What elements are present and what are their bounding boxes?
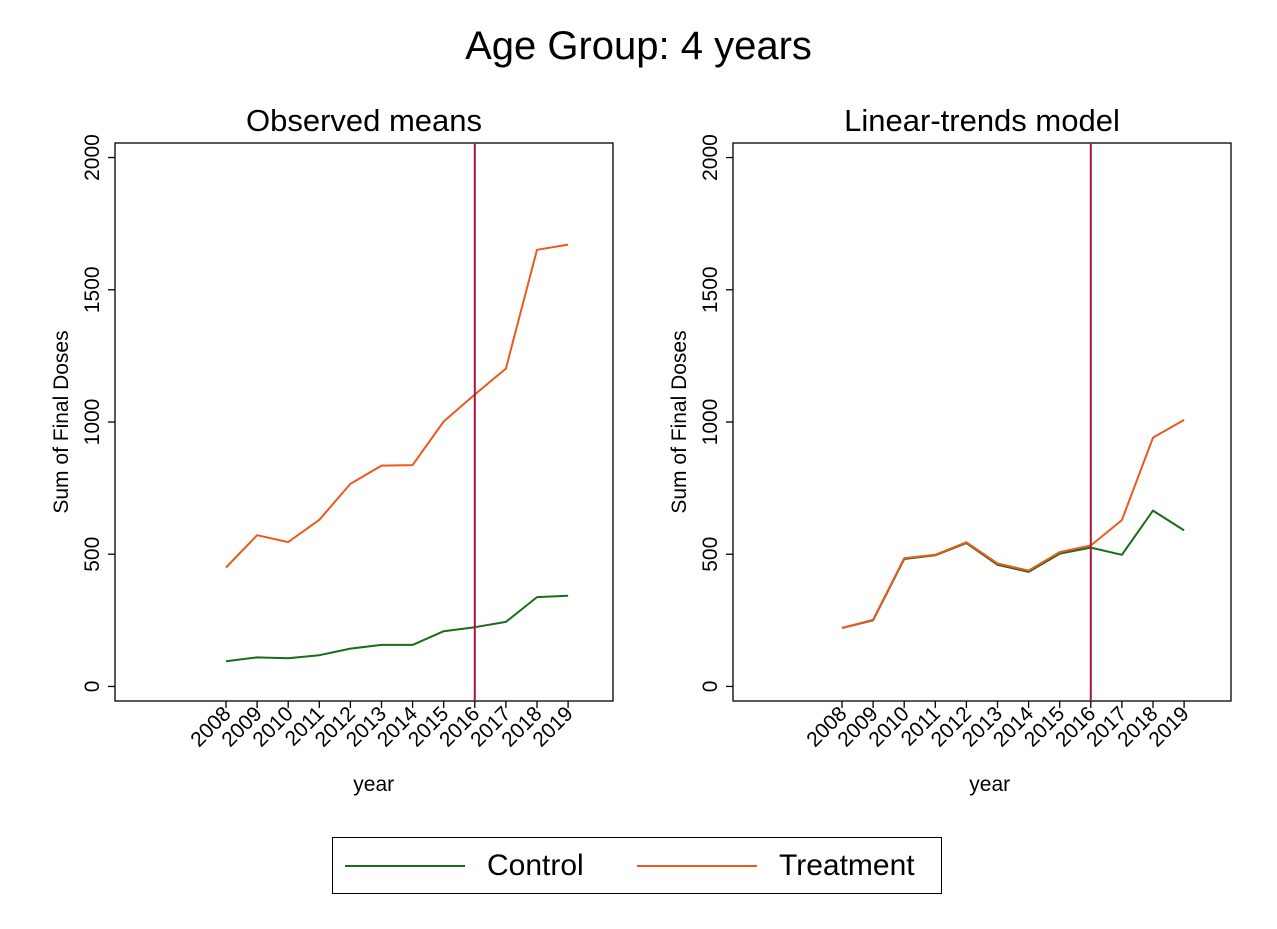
series-line-control: [841, 509, 1185, 629]
y-tick-label: 2000: [81, 134, 104, 181]
y-tick-label: 0: [81, 681, 104, 693]
legend-item-treatment: Treatment: [637, 838, 915, 893]
legend-label-control: Control: [487, 848, 584, 882]
panel-linear-trends-model: Linear-trends model 0 500 1000 1500 2000 Sum o…: [668, 103, 1232, 796]
panel-title: Linear-trends model: [844, 103, 1120, 138]
legend-swatch-control: [345, 864, 465, 867]
legend-item-control: Control: [345, 838, 584, 893]
panel-title: Observed means: [246, 103, 482, 138]
y-tick-label: 500: [81, 537, 104, 572]
y-tick-label: 1000: [81, 399, 104, 446]
figure-title: Age Group: 4 years: [465, 24, 812, 68]
y-axis-label: Sum of Final Doses: [50, 330, 73, 513]
legend-swatch-treatment: [637, 864, 757, 867]
series-line-treatment: [841, 419, 1185, 629]
plot-frame: [732, 142, 1232, 702]
y-tick-label: 1000: [699, 399, 722, 446]
y-tick-label: 1500: [81, 266, 104, 313]
legend: Control Treatment: [332, 837, 942, 894]
series-line-control: [225, 594, 569, 663]
panel-observed-means: Observed means 0 500 1000 1500 2000 Sum of Fin…: [50, 103, 614, 796]
x-axis-label: year: [969, 773, 1010, 796]
y-tick-label: 0: [699, 681, 722, 693]
series-line-treatment: [225, 243, 569, 569]
y-tick-label: 500: [699, 537, 722, 572]
x-axis-label: year: [353, 773, 394, 796]
plot-frame: [114, 142, 614, 702]
y-tick-label: 1500: [699, 266, 722, 313]
legend-label-treatment: Treatment: [779, 848, 915, 882]
y-tick-label: 2000: [699, 134, 722, 181]
y-axis-label: Sum of Final Doses: [668, 330, 691, 513]
